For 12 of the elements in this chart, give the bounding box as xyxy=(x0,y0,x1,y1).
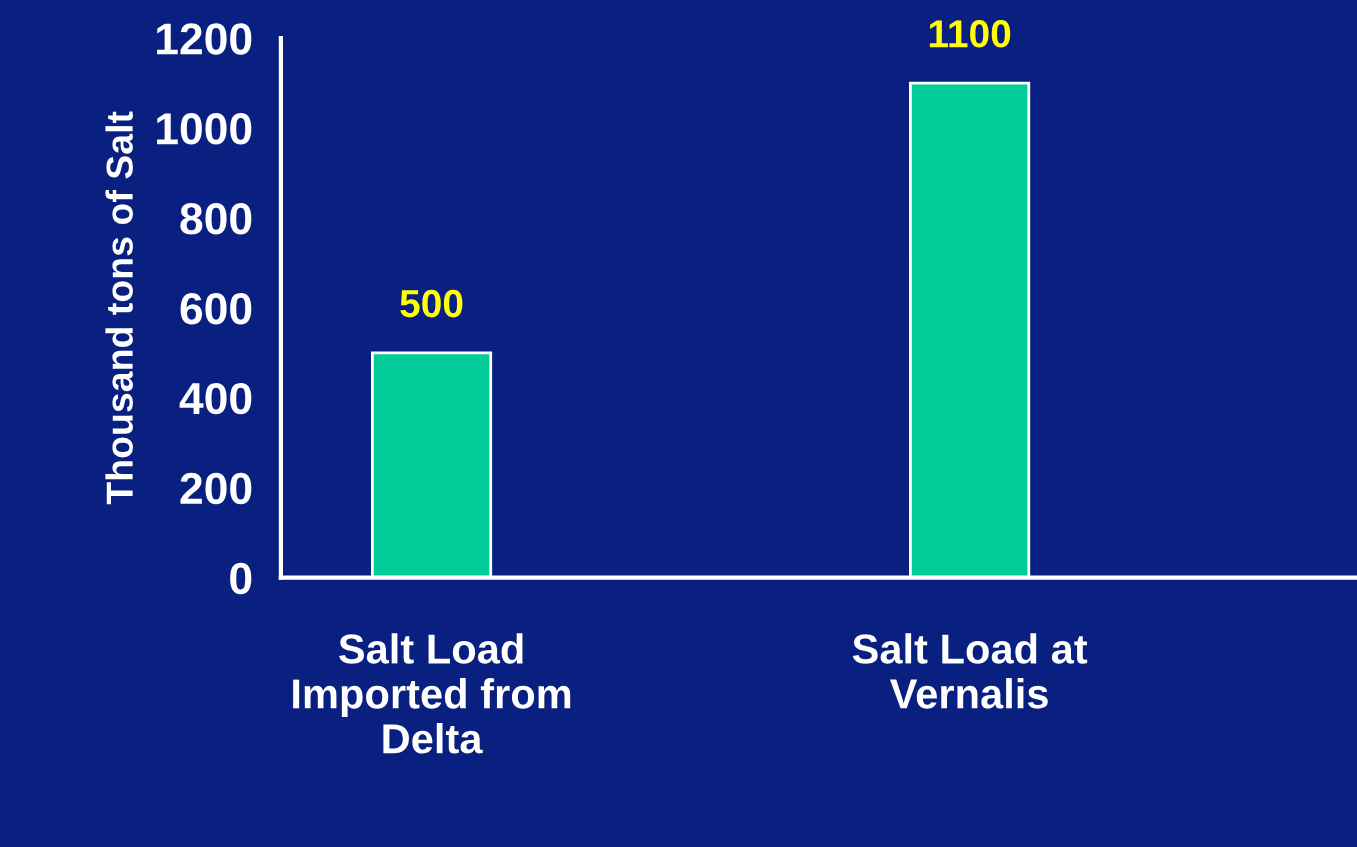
data-label: 1100 xyxy=(929,20,1011,48)
x-tick-label: Salt Load Imported from Delta xyxy=(293,633,571,754)
data-label: 500 xyxy=(400,289,463,318)
y-tick-label: 200 xyxy=(180,472,252,505)
x-tick-label: Salt Load at Vernalis xyxy=(852,633,1088,709)
y-axis-title: Thousand tons of Salt xyxy=(105,111,133,505)
y-tick-label: 1200 xyxy=(157,23,252,55)
y-tick-label: 1000 xyxy=(157,113,252,145)
y-tick-label: 800 xyxy=(180,203,252,235)
y-tick-label: 0 xyxy=(230,562,252,595)
y-tick-label: 600 xyxy=(180,292,252,325)
y-tick-label: 400 xyxy=(179,382,252,415)
